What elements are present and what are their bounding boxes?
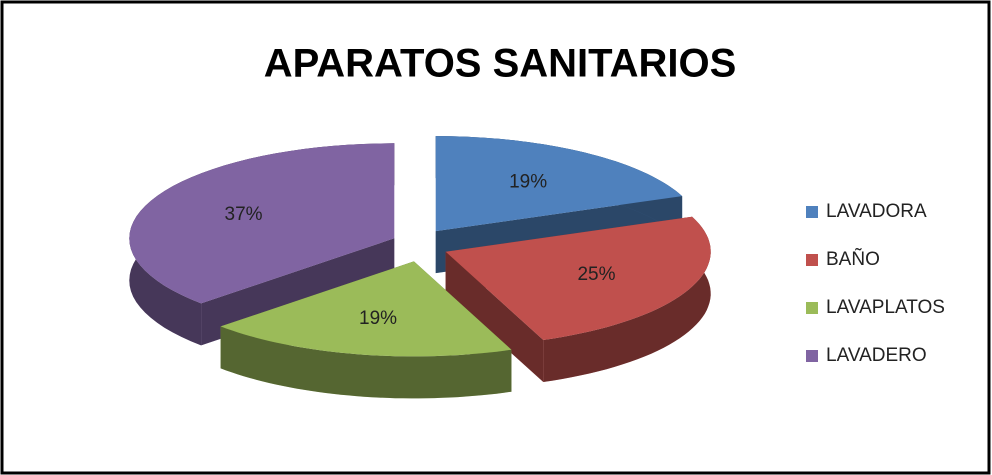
legend-label: LAVADORA [826,201,927,222]
legend-label: LAVAPLATOS [826,297,945,318]
legend-label: BAÑO [826,248,880,270]
slice-shade [220,326,512,399]
slice-top [129,143,395,304]
data-label: 25% [577,264,615,285]
slice: 19% [220,261,512,399]
slice-top [220,261,512,357]
legend-swatch [806,254,818,266]
slice-top [435,136,683,232]
data-label: 19% [509,171,547,192]
slice-side [220,326,512,399]
legend-swatch [806,302,818,314]
chart-title: APARATOS SANITARIOS [264,42,737,86]
data-label: 19% [359,308,397,329]
legend-swatch [806,206,818,218]
slice: 25% [445,216,711,382]
legend-swatch [806,350,818,362]
slice-shade [543,216,711,382]
slice-shade [445,251,544,382]
data-label: 37% [225,204,263,225]
legend-label: LAVADERO [826,345,927,366]
slice-top [445,216,711,340]
slice-side [543,216,711,382]
slice-side [445,251,544,382]
